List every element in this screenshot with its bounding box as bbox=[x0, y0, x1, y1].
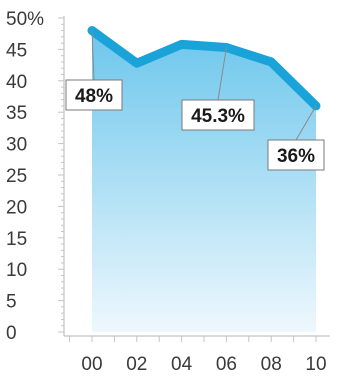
callout-leader bbox=[217, 47, 227, 101]
y-tick-label: 35 bbox=[6, 103, 27, 124]
y-tick-label: 45 bbox=[6, 40, 27, 61]
y-tick-label: 5 bbox=[6, 292, 17, 313]
y-tick-label: 40 bbox=[6, 72, 27, 93]
callout-box bbox=[267, 139, 325, 171]
x-tick-label: 00 bbox=[81, 354, 102, 375]
callout: 48% bbox=[65, 30, 123, 111]
data-label: 45.3% bbox=[191, 106, 245, 127]
callout-layer: 48% 45.3% 36% bbox=[65, 30, 325, 171]
callout-box bbox=[65, 79, 123, 111]
y-tick-label: 50% bbox=[6, 9, 44, 30]
y-tick-label: 10 bbox=[6, 260, 27, 281]
callout: 45.3% bbox=[181, 47, 255, 131]
callout: 36% bbox=[267, 105, 325, 171]
x-tick-label: 08 bbox=[261, 354, 282, 375]
x-tick-label: 02 bbox=[126, 354, 147, 375]
data-label: 36% bbox=[277, 146, 315, 167]
y-tick-label: 30 bbox=[6, 135, 27, 156]
y-tick-label: 0 bbox=[6, 323, 17, 344]
callout-leader bbox=[91, 30, 95, 81]
callout-leader bbox=[295, 105, 317, 141]
y-tick-label: 25 bbox=[6, 166, 27, 187]
series-line bbox=[87, 26, 321, 111]
y-tick-label: 15 bbox=[6, 229, 27, 250]
callout-box bbox=[181, 99, 255, 131]
area-fill bbox=[92, 30, 316, 333]
x-tick-label: 10 bbox=[305, 354, 326, 375]
x-tick-label: 06 bbox=[216, 354, 237, 375]
x-tick-label: 04 bbox=[171, 354, 193, 375]
y-tick-label: 20 bbox=[6, 197, 27, 218]
area-layer bbox=[92, 30, 316, 333]
data-label: 48% bbox=[75, 86, 113, 107]
